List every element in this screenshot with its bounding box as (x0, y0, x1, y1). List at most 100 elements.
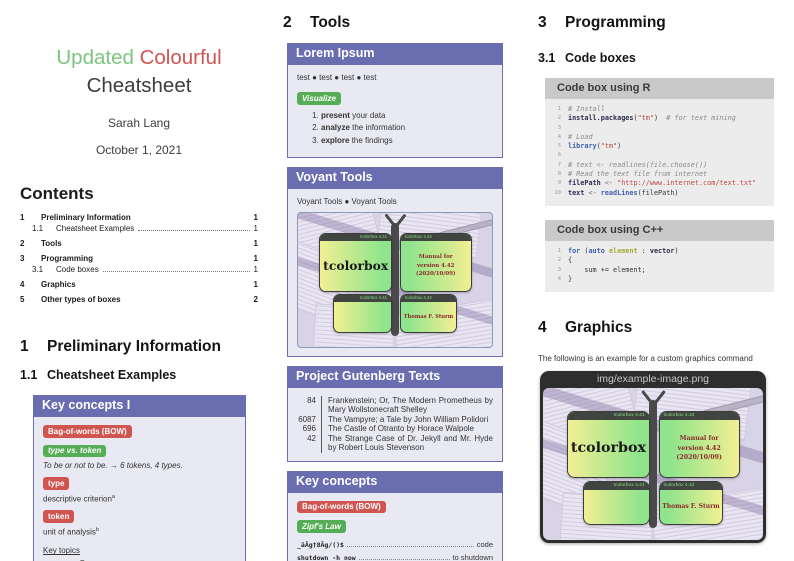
wing-header-label: tcolorbox 4.41 (583, 481, 649, 490)
code-content: } (568, 274, 573, 283)
code-content: # Read the text file from internet (568, 170, 708, 179)
wing-header-label: tcolorbox 4.42 (659, 411, 739, 420)
gutenberg-box: Project Gutenberg Texts 84 Frankenstein; … (287, 365, 503, 462)
code-line: 3 (550, 124, 768, 133)
middle-column: 2 Tools Lorem Ipsum test ● test ● test ●… (283, 0, 505, 561)
code-line: 7 # text <- readlines(file.choose()) (550, 161, 768, 170)
code-content: filePath <- "http://www.internet.com/tex… (568, 179, 757, 188)
wing-top-right: tcolorbox 4.42 Manual for version 4.42 (… (399, 232, 472, 292)
code-content: library("tm") (568, 142, 622, 151)
wing-header-label: tcolorbox 4.41 (333, 295, 392, 303)
example-image: tcolorbox 4.41 tcolorbox tcolorbox 4.42 … (543, 388, 763, 541)
r-code-box-title: Code box using R (545, 78, 774, 99)
lorem-ipsum-box-title: Lorem Ipsum (287, 43, 503, 65)
toc-entry[interactable]: 1 Preliminary Information 1 (20, 213, 258, 223)
section-2-heading: 2 Tools (283, 0, 505, 32)
line-number: 2 (557, 115, 561, 122)
voyant-subtitle: Voyant Tools ● Voyant Tools (297, 196, 397, 206)
title-word-updated: Updated (56, 46, 134, 69)
type-vs-token-badge: type vs. token (43, 444, 107, 457)
key-concepts-2-box-title: Key concepts (287, 470, 503, 493)
wing-header-label: tcolorbox 4.42 (400, 233, 471, 241)
command-code: shutdown -h now (297, 553, 356, 561)
tcolorbox-label: tcolorbox (323, 257, 389, 273)
graphics-intro-text: The following is an example for a custom… (538, 354, 753, 364)
visualize-badge: Visualize (297, 92, 341, 105)
section-1-1-heading: 1.1 Cheatsheet Examples (20, 368, 258, 382)
type-definition: descriptive criteriona (43, 492, 236, 505)
wing-header-label: tcolorbox 4.41 (320, 233, 392, 241)
gutenberg-title: The Vampyre; a Tale by John William Poli… (321, 414, 493, 424)
code-content: sum += element; (568, 265, 646, 274)
key-concepts-1-box: Key concepts I Bag-of-words (BOW) type v… (33, 395, 246, 561)
section-4-heading: 4 Graphics (538, 319, 784, 337)
manual-version-label: Manual for version 4.42 (2020/10/09) (415, 254, 456, 277)
lorem-step: explore the findings (321, 136, 493, 146)
toc-entry[interactable]: 2 Tools 1 (20, 239, 258, 249)
toc-list: 1 Preliminary Information 1 1.1 Cheatsheet E… (20, 213, 258, 305)
line-number: 3 (557, 266, 561, 273)
toc-entry-page: 1 (253, 254, 258, 263)
voyant-tools-box-body: Voyant Tools ● Voyant Tools (287, 188, 503, 357)
toc-entry[interactable]: 3 Programming 1 (20, 254, 258, 264)
toc-entry-number: 1 (20, 213, 25, 222)
gutenberg-row: 42 The Strange Case of Dr. Jekyll and Mr.… (297, 433, 493, 453)
code-line: 9 filePath <- "http://www.internet.com/te… (550, 179, 768, 188)
type-badge: type (43, 477, 70, 490)
voyant-tools-box-title: Voyant Tools (287, 166, 503, 189)
r-code-box: Code box using R 1 # Install 2 install.pack… (545, 78, 774, 206)
line-number: 7 (557, 161, 561, 168)
wing-top-right: tcolorbox 4.42 Manual for version 4.42 (… (658, 410, 740, 478)
gutenberg-box-title: Project Gutenberg Texts (287, 365, 503, 388)
voyant-tools-box: Voyant Tools Voyant Tools ● Voyant Tools (287, 166, 503, 357)
wing-header-label: tcolorbox 4.42 (659, 481, 723, 490)
line-number: 5 (557, 143, 561, 150)
gutenberg-box-body: 84 Frankenstein; Or, The Modern Prometheu… (287, 387, 503, 462)
zipfs-law-badge: Zipf's Law (297, 520, 346, 533)
r-code-lines: 1 # Install 2 install.packages("tm") # for … (545, 99, 774, 206)
line-number: 3 (557, 124, 561, 131)
code-line: 3 sum += element; (550, 266, 768, 275)
code-content: for (auto element : vector) (568, 246, 679, 255)
line-number: 2 (557, 257, 561, 264)
code-content: # Install (568, 105, 605, 113)
gutenberg-id: 696 (302, 424, 316, 433)
example-image-frame: img/example-image.png tcolorbox 4.41 (540, 371, 766, 544)
toc-entry-number: 3 (20, 254, 25, 263)
section-4-title: Graphics (565, 319, 633, 337)
type-token-example: To be or not to be. → 6 tokens, 4 types. (43, 461, 183, 470)
key-concepts-2-box: Key concepts Bag-of-words (BOW) Zipf's L… (287, 470, 503, 561)
section-3-number: 3 (538, 14, 547, 31)
key-concepts-1-box-title: Key concepts I (33, 395, 246, 417)
empty-wing-body (584, 490, 649, 524)
code-line: 10 text <- readLines(filePath) (550, 189, 768, 198)
dotted-leader (358, 558, 450, 560)
toc-entry-number: 3.1 (32, 265, 44, 274)
key-concepts-2-box-body: Bag-of-words (BOW) Zipf's Law _äÄg†8Äg/(… (287, 492, 503, 561)
toc-entry-number: 5 (20, 295, 25, 304)
right-column: 3 Programming 3.1 Code boxes Code box us… (538, 0, 784, 544)
toc-entry[interactable]: 1.1 Cheatsheet Examples 1 (20, 224, 258, 234)
toc-entry-number: 1.1 (32, 224, 44, 233)
section-1-title: Preliminary Information (47, 338, 221, 355)
line-number: 4 (557, 275, 561, 282)
toc-entry[interactable]: 5 Other types of boxes 2 (20, 295, 258, 305)
toc-entry-label: Preliminary Information (41, 213, 131, 222)
lorem-test-line: test ● test ● test ● test (297, 73, 377, 82)
cpp-code-box: Code box using C++ 1 for (auto element : … (545, 219, 774, 293)
lorem-steps: present your data analyze the information… (297, 111, 493, 146)
type-definition-text: descriptive criterion (43, 494, 112, 504)
code-line: 2{ (550, 256, 768, 265)
section-1-1-number: 1.1 (20, 368, 38, 382)
command-row: _äÄg†8Äg/()$ code (297, 540, 493, 550)
key-topics-list: OneTwoThree (43, 559, 236, 561)
toc-entry[interactable]: 4 Graphics 1 (20, 280, 258, 290)
toc-entry[interactable]: 3.1 Code boxes 1 (20, 265, 258, 275)
toc-entry-label: Programming (41, 254, 94, 263)
lorem-step: present your data (321, 111, 493, 121)
section-3-heading: 3 Programming (538, 0, 784, 32)
gutenberg-row: 696 The Castle of Otranto by Horace Walpo… (297, 424, 493, 434)
left-column: Updated Colourful Cheatsheet Sarah Lang … (20, 0, 258, 561)
section-1-number: 1 (20, 338, 29, 355)
